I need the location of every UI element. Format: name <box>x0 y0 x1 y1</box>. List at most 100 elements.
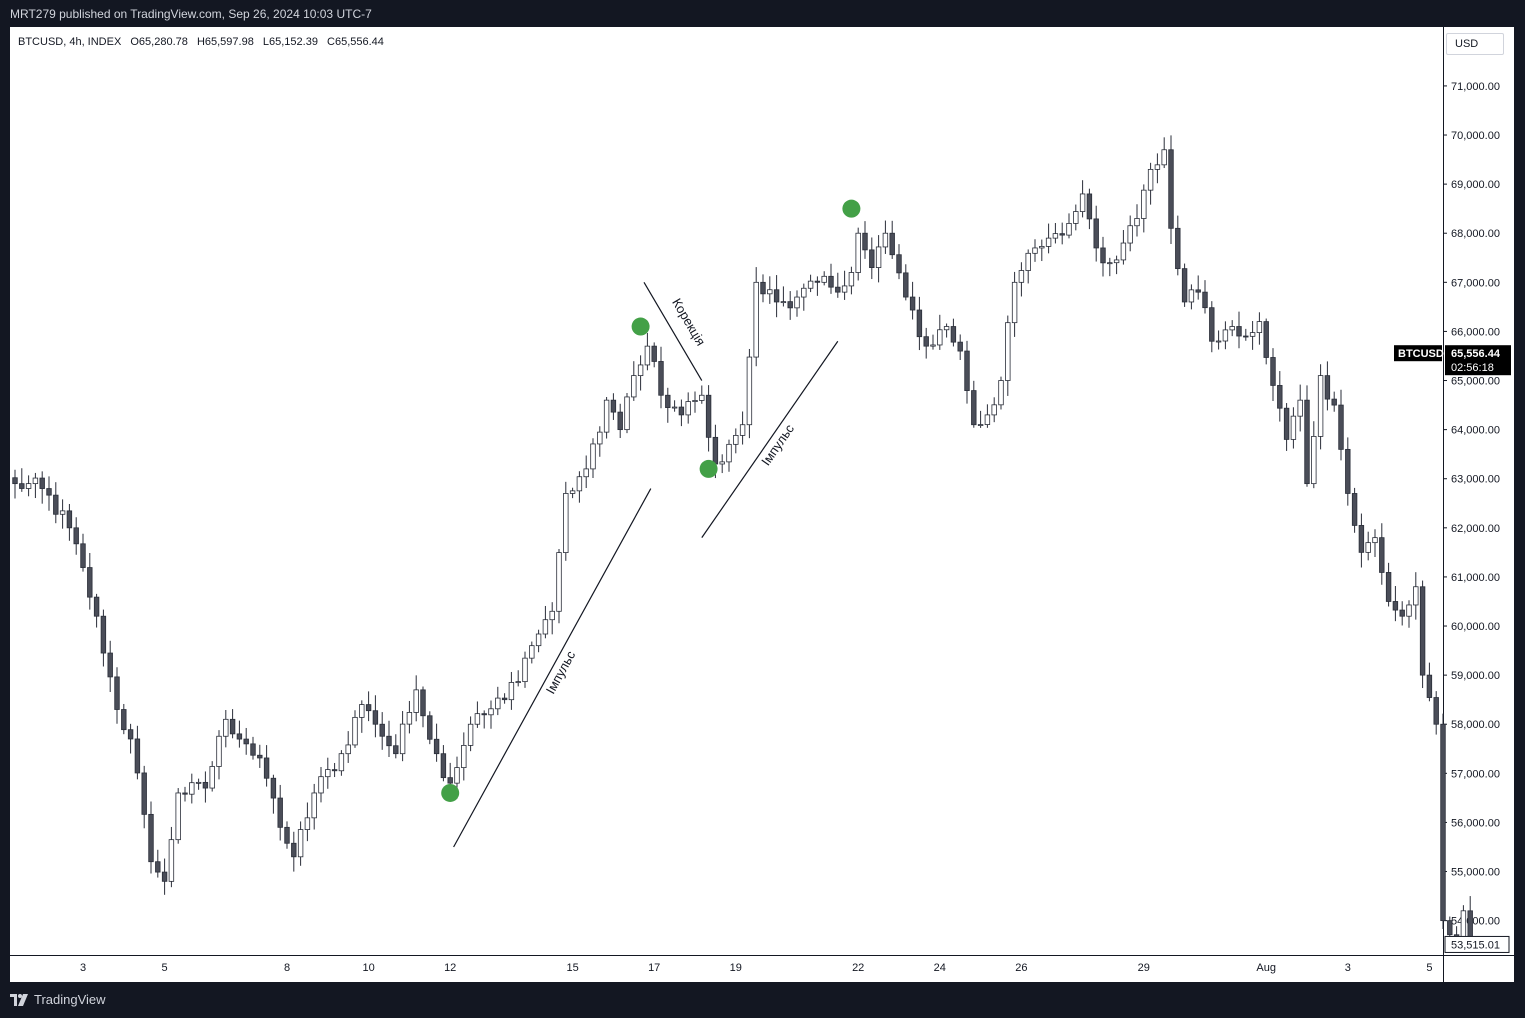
candle-up <box>318 776 324 794</box>
candle-down <box>1447 920 1453 936</box>
candle-down <box>19 483 25 489</box>
candle-up <box>1079 193 1086 212</box>
candle-up <box>311 792 317 819</box>
candle-up <box>719 461 725 465</box>
candle-up <box>576 476 583 492</box>
legend-open: O65,280.78 <box>130 36 188 48</box>
candle-down <box>127 729 134 740</box>
candle-down <box>950 326 957 343</box>
candle-up <box>1127 225 1133 244</box>
candle-down <box>828 275 834 288</box>
candle-up <box>359 704 365 718</box>
candle-down <box>393 745 399 755</box>
candle-down <box>814 280 821 283</box>
candle-up <box>671 406 678 409</box>
candle-down <box>1304 399 1310 485</box>
candle-up <box>25 483 32 489</box>
candle-down <box>481 713 487 716</box>
candle-up <box>841 285 848 293</box>
time-tick-label: 19 <box>730 962 742 974</box>
tradingview-brand[interactable]: TradingView <box>10 992 106 1007</box>
legend-symbol[interactable]: BTCUSD, 4h, INDEX <box>18 36 122 48</box>
candle-up <box>767 289 773 295</box>
candle-down <box>427 715 433 740</box>
candle-up <box>569 490 576 494</box>
candle-down <box>617 411 623 431</box>
price-tick-label: 56,000.00 <box>1451 817 1500 829</box>
candle-up <box>522 657 528 683</box>
candle-up <box>325 769 331 778</box>
candle-up <box>807 280 814 289</box>
candle-down <box>1195 289 1201 293</box>
candle-up <box>1154 164 1161 170</box>
candle-down <box>964 350 970 391</box>
candle-down <box>1338 404 1344 450</box>
currency-selector[interactable]: USD <box>1446 33 1504 55</box>
candle-down <box>155 861 161 873</box>
candle-down <box>787 301 793 309</box>
candle-down <box>1351 493 1358 526</box>
candle-down <box>658 361 664 396</box>
candle-down <box>386 735 392 747</box>
candle-up <box>1249 332 1256 337</box>
candlestick-chart[interactable]: 54,000.00 55,000.00 56,000.00 57,000.00 58,0… <box>10 27 1514 982</box>
candle-up <box>1297 399 1303 417</box>
candle-up <box>739 424 746 436</box>
current-price-box <box>1444 935 1510 953</box>
chart-legend: BTCUSD, 4h, INDEX O65,280.78 H65,597.98 … <box>18 36 390 48</box>
candle-up <box>984 414 991 425</box>
candle-up <box>535 633 542 647</box>
symbol-price-tag <box>1394 345 1442 362</box>
candle-down <box>87 567 93 598</box>
candle-up <box>801 287 807 298</box>
last-price-value: 65,556.44 <box>1451 348 1501 360</box>
candle-down <box>440 753 447 779</box>
time-tick-label: 24 <box>934 962 946 974</box>
candle-down <box>760 281 766 295</box>
candle-up <box>175 792 181 841</box>
brand-name: TradingView <box>34 992 106 1007</box>
time-axis[interactable]: 3 5 8 10 12 15 17 19 22 24 26 29 Aug 3 5 <box>10 955 1514 975</box>
price-tick-label: 54,000.00 <box>1451 916 1500 928</box>
time-tick-label: 8 <box>284 962 290 974</box>
time-tick-label: 12 <box>444 962 456 974</box>
chart-panel[interactable]: 54,000.00 55,000.00 56,000.00 57,000.00 58,0… <box>10 27 1514 982</box>
symbol-price-tag-text: BTCUSD <box>1398 348 1444 360</box>
time-tick-label: 3 <box>1345 962 1351 974</box>
candle-up <box>195 781 202 784</box>
candle-up <box>1229 326 1235 331</box>
candle-down <box>835 286 841 293</box>
candle-down <box>923 336 929 347</box>
candle-down <box>100 615 107 654</box>
candle-down <box>1181 268 1188 303</box>
candle-up <box>1406 604 1412 617</box>
candle-down <box>712 436 719 465</box>
candle-down <box>263 757 270 779</box>
candle-down <box>202 781 209 789</box>
pivot-marker <box>631 317 650 336</box>
candle-down <box>93 596 100 617</box>
candle-up <box>882 232 889 248</box>
candle-down <box>1243 335 1249 338</box>
candle-down <box>957 341 963 352</box>
candle-up <box>1161 149 1167 166</box>
legend-close: C65,556.44 <box>327 36 384 48</box>
candle-up <box>461 745 467 769</box>
candle-up <box>1290 415 1297 440</box>
candle-down <box>1345 448 1351 494</box>
candle-up <box>930 344 936 347</box>
candle-down <box>610 399 617 413</box>
candle-up <box>644 345 651 366</box>
candle-up <box>855 232 861 273</box>
candle-down <box>1426 674 1433 698</box>
candle-down <box>1263 321 1269 358</box>
price-labels-layer: 53,515.01 BTCUSD 65,556.44 02:56:18 <box>1394 345 1511 953</box>
trend-label: Корекція <box>669 296 708 349</box>
candle-up <box>1018 270 1025 283</box>
candle-down <box>53 494 59 515</box>
candle-up <box>59 510 66 515</box>
price-axis[interactable]: 54,000.00 55,000.00 56,000.00 57,000.00 58,0… <box>1443 27 1500 982</box>
candle-up <box>1147 168 1154 191</box>
pivot-marker <box>699 459 718 478</box>
candle-up <box>1032 247 1038 254</box>
